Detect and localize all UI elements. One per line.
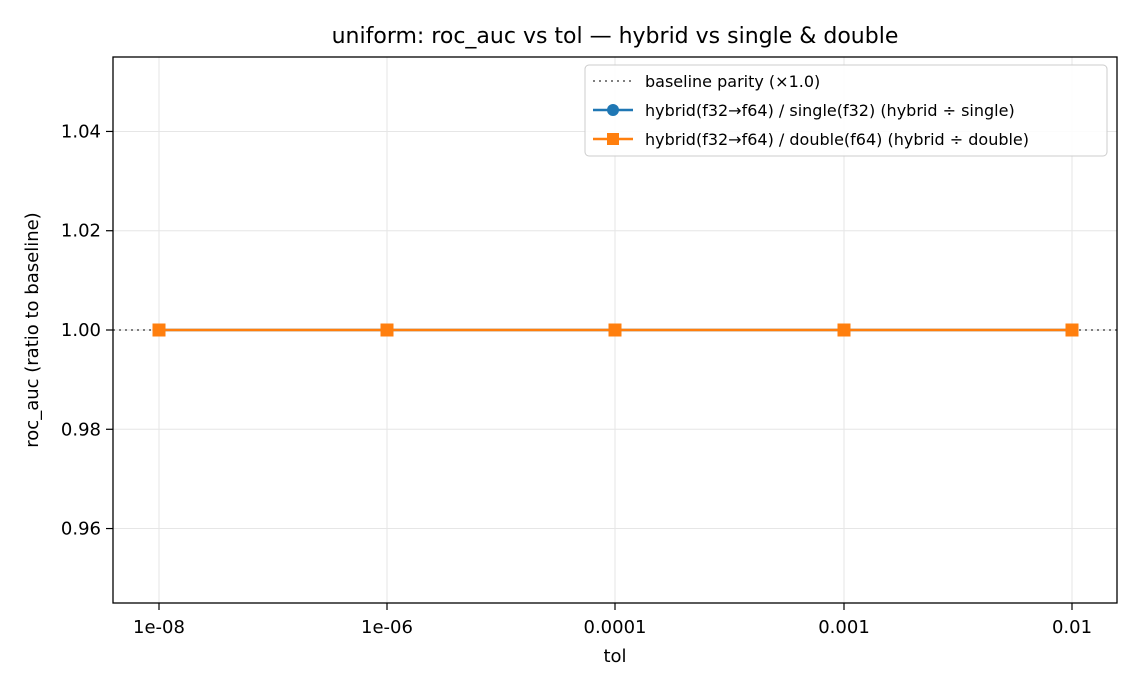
- series-2-point: [837, 323, 851, 337]
- series-2-point: [1065, 323, 1079, 337]
- y-tick-label: 0.98: [61, 419, 101, 440]
- series-2-point: [380, 323, 394, 337]
- legend-baseline-label: baseline parity (×1.0): [645, 72, 820, 91]
- y-tick-label: 1.04: [61, 121, 101, 142]
- chart-title: uniform: roc_auc vs tol — hybrid vs sing…: [332, 24, 899, 49]
- x-tick-label: 0.001: [818, 617, 870, 638]
- series-2-point: [608, 323, 622, 337]
- x-axis-label: tol: [603, 646, 626, 667]
- y-axis-ticks: 0.96 0.98 1.00 1.02 1.04: [61, 121, 113, 540]
- y-tick-label: 0.96: [61, 519, 101, 540]
- legend: baseline parity (×1.0) hybrid(f32→f64) /…: [584, 64, 1108, 157]
- y-axis-label: roc_auc (ratio to baseline): [22, 212, 43, 447]
- legend-series-1-marker: [607, 104, 619, 116]
- x-axis-ticks: 1e-08 1e-06 0.0001 0.001 0.01: [133, 603, 1092, 638]
- x-tick-label: 1e-08: [133, 617, 185, 638]
- legend-series-1-label: hybrid(f32→f64) / single(f32) (hybrid ÷ …: [645, 101, 1015, 120]
- series-layer: [152, 323, 1079, 337]
- series-2-point: [152, 323, 166, 337]
- y-tick-label: 1.00: [61, 320, 101, 341]
- x-tick-label: 1e-06: [361, 617, 413, 638]
- y-tick-label: 1.02: [61, 221, 101, 242]
- x-tick-label: 0.01: [1052, 617, 1092, 638]
- x-tick-label: 0.0001: [584, 617, 647, 638]
- legend-series-2-marker: [607, 133, 619, 145]
- legend-series-2-label: hybrid(f32→f64) / double(f64) (hybrid ÷ …: [645, 130, 1029, 149]
- legend-frame: [584, 64, 1108, 157]
